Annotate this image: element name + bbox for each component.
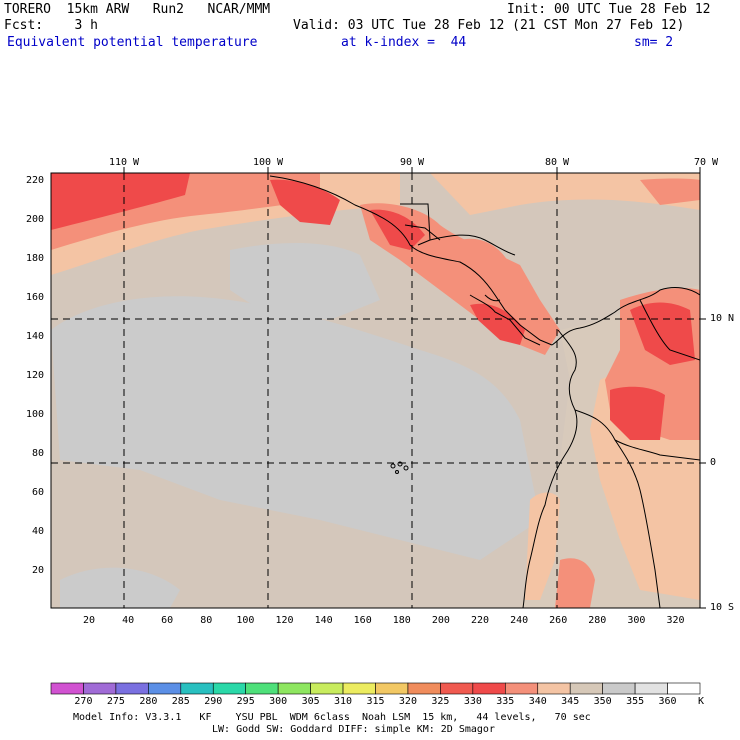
colorbar-swatch bbox=[310, 682, 344, 695]
plot-frame bbox=[50, 172, 701, 609]
colorbar-tick-label: 350 bbox=[593, 696, 612, 707]
colorbar-swatch bbox=[504, 682, 539, 695]
colorbar-swatch bbox=[667, 682, 701, 695]
colorbar-tick-label: 285 bbox=[171, 696, 190, 707]
grid-y-label: 180 bbox=[25, 253, 44, 264]
colorbar-swatch bbox=[407, 682, 441, 695]
grid-x-label: 240 bbox=[510, 615, 529, 626]
grid-x-label: 180 bbox=[392, 615, 411, 626]
grid-y-label: 140 bbox=[25, 331, 44, 342]
grid-y-label: 80 bbox=[31, 448, 44, 459]
valid-time: Valid: 03 UTC Tue 28 Feb 12 (21 CST Mon … bbox=[293, 18, 685, 33]
grid-y-label: 40 bbox=[31, 526, 44, 537]
colorbar-swatch bbox=[277, 682, 311, 695]
colorbar-swatch bbox=[83, 682, 117, 695]
grid-x-label: 120 bbox=[275, 615, 294, 626]
grid-x-label: 280 bbox=[588, 615, 607, 626]
smoothing-label: sm= 2 bbox=[634, 35, 674, 50]
grid-x-label: 100 bbox=[236, 615, 255, 626]
colorbar-tick-label: 345 bbox=[561, 696, 580, 707]
colorbar-tick-label: 270 bbox=[74, 696, 93, 707]
grid-x-label: 80 bbox=[200, 615, 213, 626]
physics-info: LW: Godd SW: Goddard DIFF: simple KM: 2D… bbox=[212, 724, 495, 735]
colorbar-tick-label: 325 bbox=[431, 696, 450, 707]
lon-label-70w: 70 W bbox=[693, 157, 719, 168]
colorbar-swatch bbox=[212, 682, 247, 695]
init-time: Init: 00 UTC Tue 28 Feb 12 bbox=[507, 2, 711, 17]
grid-y-label: 120 bbox=[25, 370, 44, 381]
coastlines bbox=[269, 175, 700, 608]
grid-y-label: 60 bbox=[31, 487, 44, 498]
lon-label-110w: 110 W bbox=[108, 157, 140, 168]
colorbar-swatch bbox=[115, 682, 149, 695]
grid-x-label: 200 bbox=[431, 615, 450, 626]
colorbar-tick-label: 335 bbox=[496, 696, 515, 707]
grid-x-label: 140 bbox=[314, 615, 333, 626]
field-name: Equivalent potential temperature bbox=[7, 35, 258, 50]
grid-y-label: 160 bbox=[25, 292, 44, 303]
grid-y-label: 220 bbox=[25, 175, 44, 186]
colorbar-tick-label: 315 bbox=[366, 696, 385, 707]
colorbar-swatch bbox=[440, 682, 474, 695]
grid-x-label: 220 bbox=[470, 615, 490, 626]
colorbar-swatch bbox=[569, 682, 603, 695]
lon-label-80w: 80 W bbox=[544, 157, 570, 168]
colorbar-swatch bbox=[342, 682, 376, 695]
colorbar-tick-label: 300 bbox=[269, 696, 288, 707]
colorbar-tick-label: 295 bbox=[236, 696, 255, 707]
colorbar-swatch bbox=[472, 682, 506, 695]
theta-e-field bbox=[51, 173, 700, 608]
grid-x-label: 260 bbox=[549, 615, 568, 626]
axis-ticks bbox=[123, 167, 706, 609]
colorbar-tick-label: 290 bbox=[204, 696, 223, 707]
colorbar-swatch bbox=[180, 682, 214, 695]
lat-label-10s: 10 S bbox=[710, 602, 735, 613]
grid-x-label: 60 bbox=[161, 615, 174, 626]
lon-label-100w: 100 W bbox=[252, 157, 284, 168]
colorbar-unit: K bbox=[697, 696, 705, 707]
grid-y-label: 20 bbox=[31, 565, 44, 576]
colorbar-tick-label: 340 bbox=[528, 696, 547, 707]
colorbar-swatch bbox=[148, 682, 182, 695]
colorbar-swatch bbox=[634, 682, 668, 695]
colorbar-tick-label: 360 bbox=[658, 696, 677, 707]
forecast-hour: Fcst: 3 h bbox=[4, 18, 98, 33]
colorbar-swatch bbox=[375, 682, 409, 695]
grid-x-label: 300 bbox=[627, 615, 646, 626]
lat-lon-grid bbox=[51, 173, 700, 608]
grid-y-label: 100 bbox=[25, 409, 44, 420]
colorbar-tick-label: 280 bbox=[139, 696, 158, 707]
colorbar-tick-label: 355 bbox=[626, 696, 645, 707]
grid-x-label: 160 bbox=[353, 615, 372, 626]
model-title: TORERO 15km ARW Run2 NCAR/MMM bbox=[4, 2, 271, 17]
colorbar-swatch bbox=[245, 682, 279, 695]
colorbar-tick-label: 330 bbox=[463, 696, 482, 707]
grid-y-label: 200 bbox=[25, 214, 44, 225]
grid-x-label: 20 bbox=[82, 615, 96, 626]
lat-label-10n: 10 N bbox=[710, 313, 735, 324]
grid-x-label: 40 bbox=[122, 615, 135, 626]
colorbar-tick-label: 320 bbox=[398, 696, 417, 707]
colorbar-swatch bbox=[602, 682, 636, 695]
model-info: Model Info: V3.3.1 KF YSU PBL WDM 6class… bbox=[73, 712, 591, 723]
colorbar-swatch bbox=[50, 682, 84, 695]
grid-x-label: 320 bbox=[666, 615, 685, 626]
colorbar-swatch bbox=[537, 682, 571, 695]
lon-label-90w: 90 W bbox=[399, 157, 425, 168]
colorbar-tick-label: 305 bbox=[301, 696, 320, 707]
level-label: at k-index = 44 bbox=[341, 35, 467, 50]
lat-label-equator: 0 bbox=[710, 457, 717, 468]
colorbar-tick-label: 310 bbox=[334, 696, 353, 707]
colorbar-tick-label: 275 bbox=[106, 696, 125, 707]
